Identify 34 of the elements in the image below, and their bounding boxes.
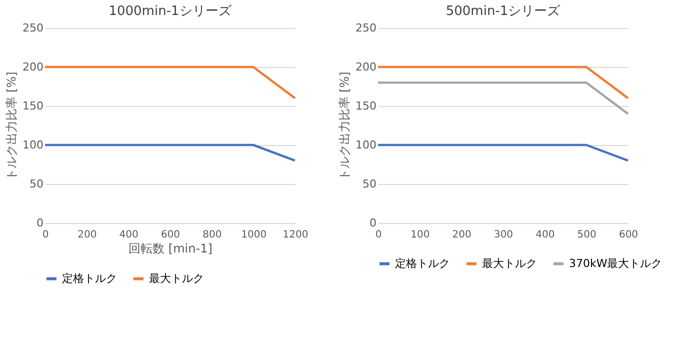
chart-title: 500min-1シリーズ [446, 4, 562, 19]
x-tick-label: 300 [494, 230, 514, 240]
x-tick-label: 1200 [282, 230, 308, 240]
legend-label: 最大トルク [482, 256, 537, 270]
x-tick-label: 400 [536, 230, 555, 240]
x-tick-label: 500 [577, 230, 596, 240]
y-tick-label: 100 [356, 138, 376, 152]
y-tick-label: 150 [22, 100, 44, 112]
x-tick-label: 400 [119, 230, 138, 240]
y-axis-title: トルク出力比率 [%] [4, 72, 19, 180]
x-tick-label: 1000 [241, 230, 267, 240]
legend-label: 370kW最大トルク [569, 256, 662, 270]
chart-title: 1000min-1シリーズ [108, 4, 232, 19]
x-tick-label: 200 [452, 230, 472, 240]
x-tick-label: 200 [78, 230, 97, 240]
y-tick-label: 100 [22, 138, 44, 152]
x-tick-label: 100 [410, 230, 430, 240]
legend-label: 最大トルク [149, 272, 204, 285]
y-tick-label: 250 [356, 22, 376, 34]
x-tick-label: 600 [160, 230, 180, 240]
legend-label: 定格トルク [395, 256, 450, 270]
legend-label: 定格トルク [62, 272, 117, 285]
y-tick-label: 0 [36, 216, 44, 230]
y-tick-label: 50 [362, 178, 376, 190]
y-tick-label: 150 [356, 100, 376, 112]
y-tick-label: 200 [356, 60, 376, 74]
y-tick-label: 0 [370, 216, 376, 230]
y-tick-label: 250 [22, 22, 44, 34]
y-axis-title: トルク出力比率 [%] [338, 72, 352, 180]
x-tick-label: 600 [618, 230, 638, 240]
x-tick-label: 800 [202, 230, 222, 240]
x-axis-title: 回転数 [min-1] [128, 242, 212, 256]
y-tick-label: 200 [22, 60, 44, 74]
y-tick-label: 50 [30, 178, 44, 190]
